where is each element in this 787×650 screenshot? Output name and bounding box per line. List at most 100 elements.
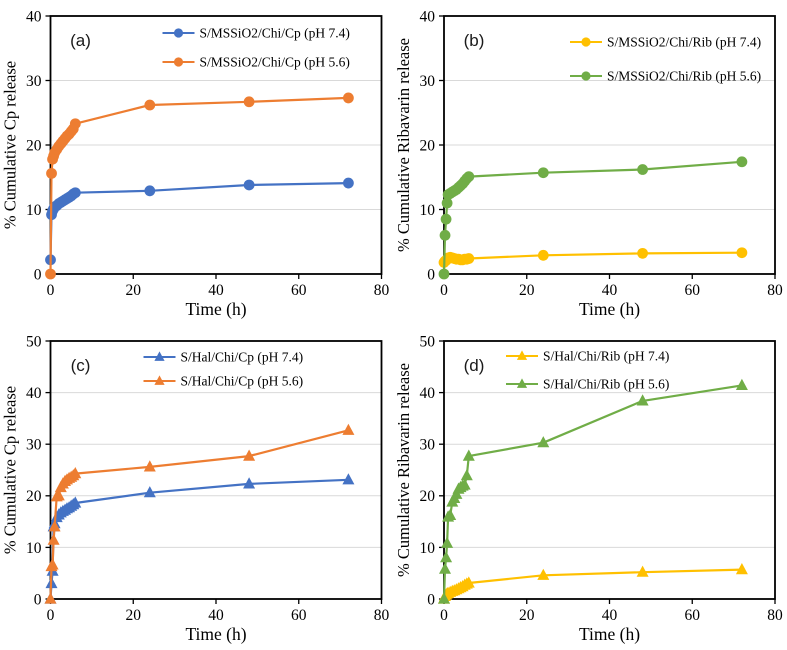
series-line-1 bbox=[49, 96, 349, 275]
data-point-marker bbox=[636, 565, 649, 577]
x-tick-label: 80 bbox=[767, 607, 783, 624]
y-tick-label: 50 bbox=[26, 333, 42, 350]
y-tick-label: 20 bbox=[420, 137, 436, 154]
x-tick-label: 20 bbox=[519, 282, 535, 299]
data-point-marker bbox=[144, 99, 156, 111]
data-point-marker bbox=[537, 167, 549, 179]
data-point-marker bbox=[439, 562, 451, 574]
series-line-1 bbox=[49, 429, 349, 600]
y-tick-label: 0 bbox=[34, 266, 42, 283]
y-axis-title: % Cumulative Ribavarin release bbox=[394, 38, 413, 252]
data-point-marker bbox=[439, 229, 451, 241]
x-tick-label: 60 bbox=[291, 607, 307, 624]
x-tick-label: 40 bbox=[208, 282, 224, 299]
data-point-marker bbox=[463, 253, 475, 264]
x-tick-label: 40 bbox=[602, 607, 618, 624]
y-tick-label: 20 bbox=[420, 488, 436, 505]
x-tick-label: 60 bbox=[685, 607, 701, 624]
x-tick-label: 20 bbox=[126, 282, 142, 299]
data-point-marker bbox=[537, 436, 550, 448]
x-tick-label: 80 bbox=[767, 282, 783, 299]
data-point-marker bbox=[458, 478, 471, 490]
data-point-marker bbox=[637, 247, 648, 259]
legend-marker bbox=[516, 378, 528, 388]
data-point-marker bbox=[440, 551, 453, 563]
legend-label: S/Hal/Chi/Rib (pH 7.4) bbox=[543, 349, 669, 364]
data-point-marker bbox=[47, 533, 60, 545]
data-point-marker bbox=[243, 179, 255, 191]
x-tick-label: 20 bbox=[126, 607, 142, 624]
x-tick-label: 80 bbox=[374, 607, 390, 624]
y-tick-label: 20 bbox=[26, 488, 42, 505]
data-point-marker bbox=[441, 536, 454, 548]
legend-label: S/Hal/Chi/Cp (pH 7.4) bbox=[181, 350, 304, 365]
series-line-1 bbox=[442, 384, 743, 600]
series-line-0 bbox=[49, 182, 349, 260]
panel-label: (d) bbox=[464, 356, 485, 375]
data-point-marker bbox=[537, 568, 550, 580]
data-point-marker bbox=[69, 118, 81, 130]
data-point-marker bbox=[69, 467, 82, 479]
series-line-0 bbox=[443, 251, 742, 264]
data-point-marker bbox=[463, 171, 475, 183]
legend-label: S/MSSiO2/Chi/Cp (pH 7.4) bbox=[200, 26, 350, 41]
y-tick-label: 10 bbox=[420, 202, 436, 219]
x-axis-title: Time (h) bbox=[579, 299, 640, 319]
chart-b-svg: 0 10 20 30 40 0 20 40 60 80 Time (h) % Cumulative R… bbox=[394, 8, 783, 319]
chart-c-svg: 0 10 20 30 40 50 0 20 40 60 80 Time (h) % Cumulative… bbox=[1, 333, 390, 644]
data-point-marker bbox=[636, 394, 649, 406]
y-tick-label: 10 bbox=[26, 202, 42, 219]
x-axis-title: Time (h) bbox=[185, 624, 246, 644]
data-point-marker bbox=[441, 197, 453, 209]
x-tick-label: 40 bbox=[602, 282, 618, 299]
x-tick-label: 0 bbox=[47, 607, 55, 624]
y-tick-label: 40 bbox=[420, 385, 436, 402]
data-point-marker bbox=[438, 592, 450, 604]
data-point-marker bbox=[462, 576, 475, 588]
legend-label: S/MSSiO2/Chi/Rib (pH 5.6) bbox=[607, 69, 761, 84]
legend-marker bbox=[516, 350, 528, 360]
data-point-marker bbox=[243, 477, 256, 489]
x-tick-label: 40 bbox=[208, 607, 224, 624]
legend-marker bbox=[581, 37, 591, 47]
data-point-marker bbox=[46, 558, 59, 570]
data-point-marker bbox=[438, 268, 450, 280]
y-axis-title: % Cumulative Ribavarin release bbox=[394, 363, 413, 577]
panel-label: (b) bbox=[464, 31, 485, 50]
x-tick-label: 60 bbox=[685, 282, 701, 299]
data-point-marker bbox=[343, 92, 354, 104]
y-tick-label: 30 bbox=[420, 437, 436, 454]
data-point-marker bbox=[45, 268, 56, 280]
y-axis-title: % Cumulative Cp release bbox=[1, 61, 20, 229]
data-point-marker bbox=[735, 378, 748, 390]
y-tick-label: 10 bbox=[26, 540, 42, 557]
data-point-marker bbox=[52, 489, 65, 501]
x-tick-label: 80 bbox=[374, 282, 390, 299]
data-point-marker bbox=[243, 96, 255, 108]
x-tick-label: 0 bbox=[47, 282, 55, 299]
data-point-marker bbox=[735, 563, 748, 575]
legend-marker bbox=[173, 57, 184, 67]
y-tick-label: 30 bbox=[26, 437, 42, 454]
y-tick-label: 20 bbox=[26, 137, 42, 154]
y-axis-title: % Cumulative Cp release bbox=[1, 386, 20, 554]
data-point-marker bbox=[462, 449, 475, 461]
legend-label: S/MSSiO2/Chi/Rib (pH 7.4) bbox=[607, 35, 761, 50]
series-line-0 bbox=[442, 568, 742, 600]
y-tick-label: 50 bbox=[420, 333, 436, 350]
y-tick-label: 40 bbox=[26, 8, 42, 25]
legend-label: S/Hal/Chi/Rib (pH 5.6) bbox=[543, 377, 669, 392]
data-point-marker bbox=[342, 473, 355, 485]
legend-label: S/MSSiO2/Chi/Cp (pH 5.6) bbox=[200, 55, 350, 70]
data-point-marker bbox=[342, 423, 355, 435]
y-tick-label: 40 bbox=[26, 385, 42, 402]
chart-panel-c: 0 10 20 30 40 50 0 20 40 60 80 Time (h) % Cumulative… bbox=[0, 325, 394, 650]
y-tick-label: 0 bbox=[427, 266, 435, 283]
legend-label: S/Hal/Chi/Cp (pH 5.6) bbox=[181, 374, 304, 389]
data-point-marker bbox=[460, 469, 473, 481]
x-axis-title: Time (h) bbox=[579, 624, 640, 644]
data-point-marker bbox=[48, 520, 61, 532]
data-point-marker bbox=[736, 247, 748, 259]
series-line-0 bbox=[49, 478, 349, 600]
